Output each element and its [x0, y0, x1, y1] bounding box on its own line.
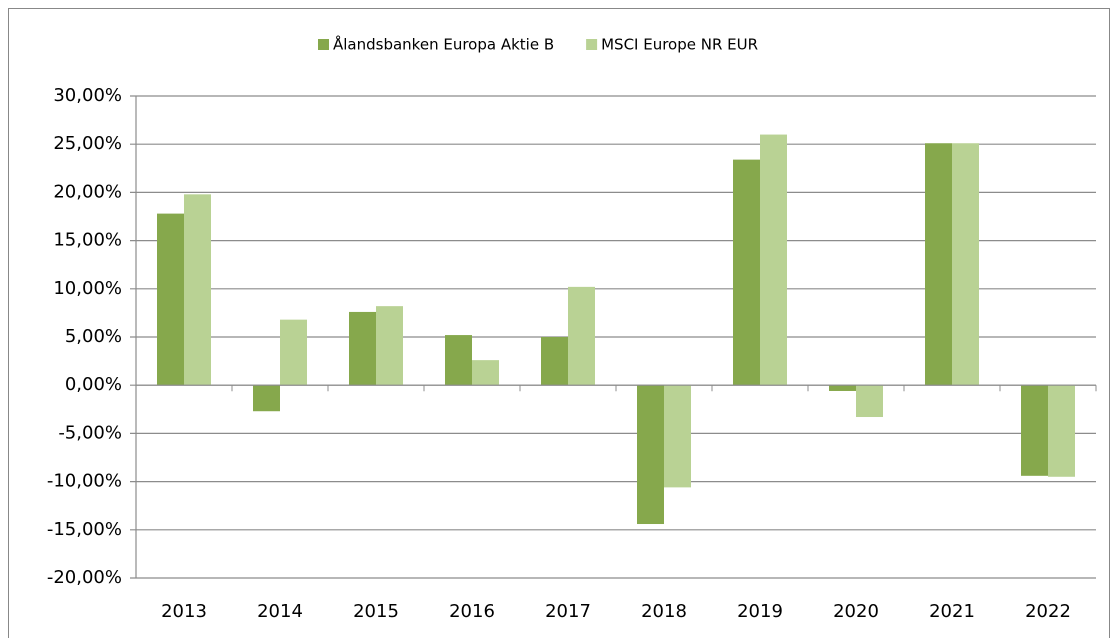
legend-label: Ålandsbanken Europa Aktie B: [333, 35, 554, 54]
bar: [541, 337, 568, 386]
x-tick-label: 2013: [161, 601, 207, 622]
y-tick-label: 15,00%: [53, 230, 122, 251]
bar: [637, 385, 664, 525]
bar: [1048, 385, 1075, 477]
bar: [733, 159, 760, 386]
bar: [349, 311, 376, 386]
y-tick-label: -10,00%: [47, 471, 122, 492]
bar: [157, 213, 184, 386]
bar: [184, 194, 211, 386]
x-tick-label: 2017: [545, 601, 591, 622]
x-tick-label: 2014: [257, 601, 303, 622]
x-tick-label: 2021: [929, 601, 975, 622]
y-tick-label: -20,00%: [47, 567, 122, 588]
y-tick-label: 25,00%: [53, 133, 122, 154]
bar: [280, 319, 307, 386]
y-tick-label: 20,00%: [53, 181, 122, 202]
legend-swatch: [318, 39, 329, 50]
x-tick-label: 2022: [1025, 601, 1071, 622]
bar: [829, 385, 856, 391]
bar: [856, 385, 883, 418]
y-tick-label: 0,00%: [65, 374, 122, 395]
bar: [1021, 385, 1048, 476]
bar: [253, 385, 280, 412]
y-tick-label: 30,00%: [53, 85, 122, 106]
bar: [952, 143, 979, 386]
bar: [925, 143, 952, 386]
bar: [376, 306, 403, 386]
bar: [472, 360, 499, 386]
bar: [445, 335, 472, 386]
bar: [568, 286, 595, 386]
bar: [760, 134, 787, 386]
legend-swatch: [586, 39, 598, 50]
y-tick-label: -5,00%: [58, 422, 122, 443]
x-tick-label: 2016: [449, 601, 495, 622]
x-tick-label: 2015: [353, 601, 399, 622]
x-tick-label: 2018: [641, 601, 687, 622]
bar: [664, 385, 691, 488]
x-tick-label: 2020: [833, 601, 879, 622]
y-tick-label: -15,00%: [47, 519, 122, 540]
legend-label: MSCI Europe NR EUR: [601, 36, 758, 54]
y-tick-label: 5,00%: [65, 326, 122, 347]
x-tick-label: 2019: [737, 601, 783, 622]
y-tick-label: 10,00%: [53, 278, 122, 299]
